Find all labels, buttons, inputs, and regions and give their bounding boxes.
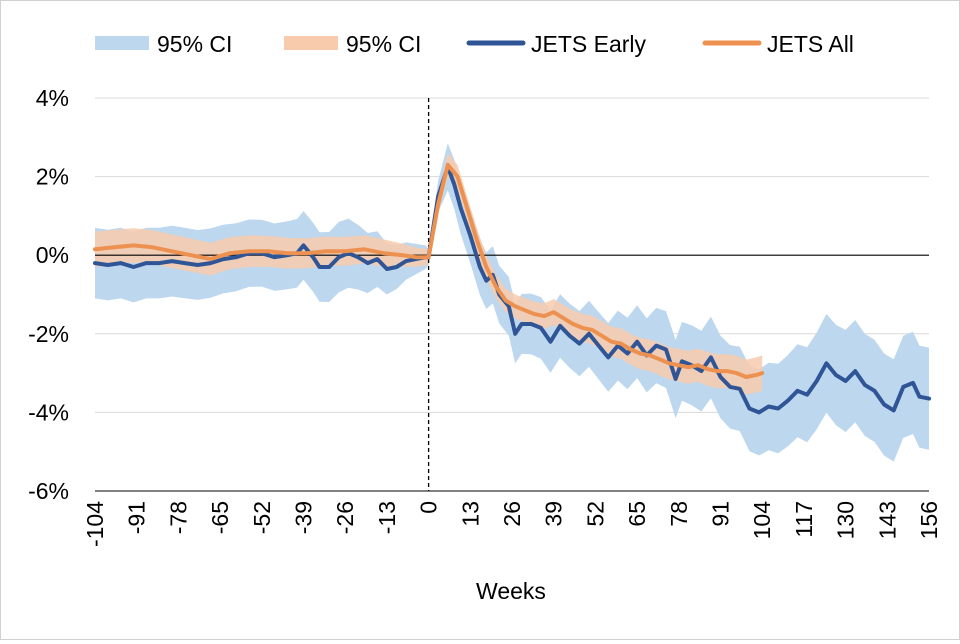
x-tick-label-5: -39 <box>291 501 317 534</box>
x-tick-label-12: 52 <box>582 501 608 527</box>
series-line-1 <box>93 162 765 379</box>
y-tick-label-4: -4% <box>28 399 69 425</box>
x-tick-label-2: -78 <box>165 501 191 534</box>
legend-swatch-orange-ci <box>284 36 338 50</box>
y-tick-label-3: -2% <box>28 321 69 347</box>
y-tick-label-0: 4% <box>36 85 69 111</box>
y-tick-label-5: -6% <box>28 478 69 504</box>
legend-label-blue-ci: 95% CI <box>157 31 232 57</box>
x-tick-label-7: -13 <box>374 501 400 534</box>
series-line-0 <box>93 164 931 415</box>
x-tick-label-11: 39 <box>541 501 567 527</box>
x-tick-label-16: 104 <box>749 501 775 540</box>
series-lines <box>93 162 931 415</box>
legend-label-jets-all: JETS All <box>767 31 854 57</box>
x-tick-label-19: 143 <box>874 501 900 539</box>
legend: 95% CI 95% CI JETS Early JETS All <box>95 31 854 57</box>
x-tick-label-14: 78 <box>666 501 692 527</box>
y-axis-ticks: 4% 2% 0% -2% -4% -6% <box>28 85 69 504</box>
legend-label-jets-early: JETS Early <box>531 31 647 57</box>
y-tick-label-1: 2% <box>36 164 69 190</box>
x-tick-label-3: -65 <box>207 501 233 534</box>
axes <box>95 98 929 492</box>
x-tick-label-4: -52 <box>249 501 275 534</box>
x-tick-label-8: 0 <box>416 501 442 514</box>
x-tick-label-6: -26 <box>332 501 358 534</box>
x-tick-label-0: -104 <box>82 501 108 547</box>
legend-swatch-blue-ci <box>95 36 149 50</box>
x-tick-label-9: 13 <box>457 501 483 527</box>
x-tick-label-18: 130 <box>833 501 859 539</box>
x-tick-label-17: 117 <box>791 501 817 538</box>
x-axis-ticks: -104 -91 -78 -65 -52 -39 -26 -13 0 13 26 39 52 65 78 91… <box>82 501 942 547</box>
x-tick-label-15: 91 <box>708 501 734 527</box>
legend-label-orange-ci: 95% CI <box>346 31 421 57</box>
x-tick-label-1: -91 <box>124 501 150 534</box>
x-tick-label-20: 156 <box>916 501 942 539</box>
x-axis-title: Weeks <box>476 578 546 604</box>
x-tick-label-10: 26 <box>499 501 525 527</box>
x-tick-label-13: 65 <box>624 501 650 527</box>
y-tick-label-2: 0% <box>36 242 69 268</box>
